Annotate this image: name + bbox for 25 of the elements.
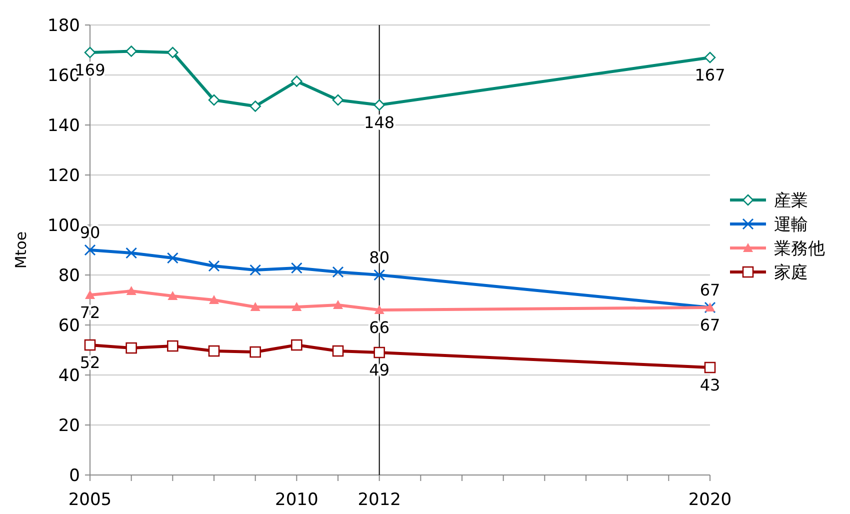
y-axis-title: Mtoe bbox=[12, 231, 30, 269]
data-label: 167 bbox=[694, 66, 726, 84]
x-tick-label: 2020 bbox=[688, 490, 732, 510]
legend-label: 業務他 bbox=[774, 238, 825, 259]
y-tick-label: 80 bbox=[58, 266, 80, 286]
data-label: 90 bbox=[80, 223, 100, 242]
legend-label: 家庭 bbox=[774, 262, 808, 283]
y-tick-label: 120 bbox=[48, 166, 80, 186]
x-tick-label: 2005 bbox=[68, 490, 112, 510]
y-tick-label: 60 bbox=[58, 316, 80, 336]
y-tick-label: 40 bbox=[58, 366, 80, 386]
data-label: 72 bbox=[80, 303, 100, 322]
data-label: 52 bbox=[80, 353, 100, 372]
x-tick-label: 2010 bbox=[275, 490, 318, 510]
data-label: 43 bbox=[700, 376, 720, 394]
y-tick-label: 180 bbox=[48, 16, 80, 36]
data-label: 67 bbox=[700, 280, 720, 300]
y-tick-label: 20 bbox=[58, 416, 80, 436]
y-tick-label: 140 bbox=[48, 116, 80, 136]
legend-label: 運輸 bbox=[774, 214, 808, 235]
y-tick-label: 100 bbox=[48, 216, 80, 236]
data-label: 67 bbox=[700, 316, 720, 334]
x-tick-label: 2012 bbox=[358, 490, 401, 510]
legend-label: 産業 bbox=[774, 190, 808, 211]
y-tick-label: 0 bbox=[69, 466, 80, 486]
